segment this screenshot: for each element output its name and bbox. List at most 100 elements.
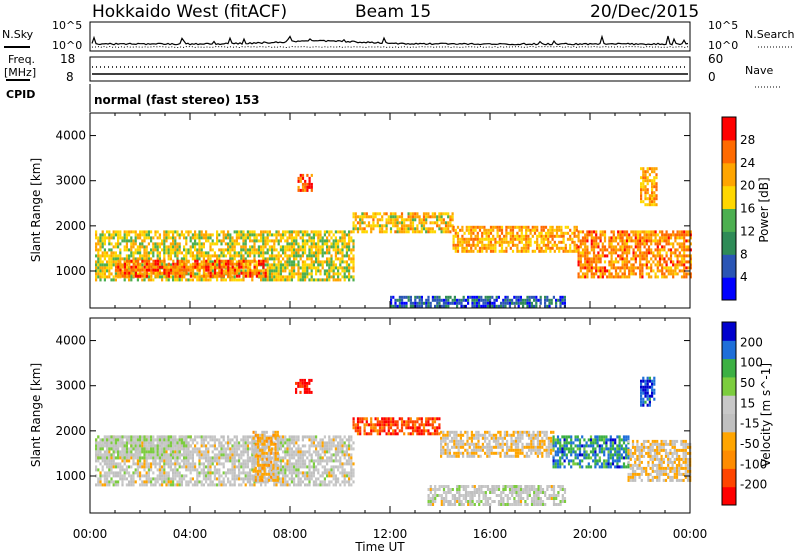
echo-cell [165,450,168,454]
echo-cell [642,167,645,171]
echo-cell [293,230,296,234]
echo-cell [196,262,199,266]
echo-cell [465,225,468,229]
echo-cell [460,301,463,305]
echo-cell [284,450,287,454]
echo-cell [229,236,232,240]
echo-cell [194,462,197,466]
echo-cell [290,275,293,279]
echo-cell [238,456,241,460]
echo-cell [262,230,265,234]
echo-cell [481,240,484,244]
echo-cell [152,254,155,258]
echo-cell [139,435,142,439]
echo-cell [251,239,254,243]
echo-cell [103,456,106,460]
echo-cell [409,212,412,216]
echo-cell [304,230,307,234]
echo-cell [167,257,170,261]
echo-cell [304,242,307,246]
echo-cell [310,456,313,460]
echo-cell [328,272,331,276]
echo-cell [401,304,404,308]
echo-cell [194,275,197,279]
echo-cell [240,254,243,258]
echo-cell [361,230,364,234]
echo-cell [569,246,572,250]
echo-cell [297,185,300,189]
echo-cell [231,236,234,240]
echo-cell [617,233,620,237]
echo-cell [674,248,677,252]
echo-cell [321,444,324,448]
echo-cell [454,246,457,250]
echo-cell [516,246,519,250]
echo-cell [136,447,139,451]
echo-cell [381,218,384,222]
echo-cell [348,230,351,234]
echo-cell [317,477,320,481]
echo-cell [440,212,443,216]
echo-cell [169,483,172,487]
echo-cell [240,245,243,249]
echo-cell [640,200,643,204]
echo-cell [343,471,346,475]
echo-cell [385,230,388,234]
echo-cell [141,480,144,484]
echo-cell [516,237,519,241]
echo-cell [156,268,159,272]
echo-cell [463,246,466,250]
echo-cell [321,251,324,255]
echo-cell [277,257,280,261]
echo-cell [233,483,236,487]
echo-cell [284,447,287,451]
echo-cell [117,254,120,258]
echo-cell [220,265,223,269]
echo-cell [147,254,150,258]
echo-cell [680,269,684,273]
echo-cell [636,233,640,237]
echo-cell [139,266,142,270]
echo-cell [137,265,140,269]
echo-cell [132,272,135,276]
echo-cell [348,483,351,487]
echo-cell [595,230,598,234]
echo-cell [396,227,399,231]
echo-cell [191,462,194,466]
echo-cell [156,438,159,442]
echo-cell [683,230,686,234]
echo-cell [260,274,263,278]
echo-cell [654,236,657,240]
echo-cell [495,304,498,308]
echo-cell [542,228,545,232]
echo-cell [165,236,168,240]
echo-cell [191,468,194,472]
echo-cell [275,239,278,243]
echo-cell [200,483,203,487]
echo-cell [411,215,415,219]
echo-cell [119,251,122,255]
echo-cell [414,218,417,222]
echo-cell [348,453,351,457]
echo-cell [290,468,293,472]
echo-cell [227,471,230,475]
echo-cell [330,453,333,457]
echo-cell [112,444,115,448]
echo-cell [180,465,183,469]
echo-cell [99,447,102,451]
echo-cell [282,483,285,487]
echo-cell [121,274,124,278]
echo-cell [145,262,148,266]
echo-cell [154,242,157,246]
echo-cell [297,275,300,279]
echo-cell [119,254,122,258]
echo-cell [194,468,197,472]
echo-cell [295,272,298,276]
echo-cell [588,233,591,237]
echo-cell [315,438,318,442]
echo-cell [110,444,113,448]
echo-cell [273,278,276,282]
echo-cell [478,301,481,305]
echo-cell [326,456,329,460]
echo-cell [242,257,245,261]
